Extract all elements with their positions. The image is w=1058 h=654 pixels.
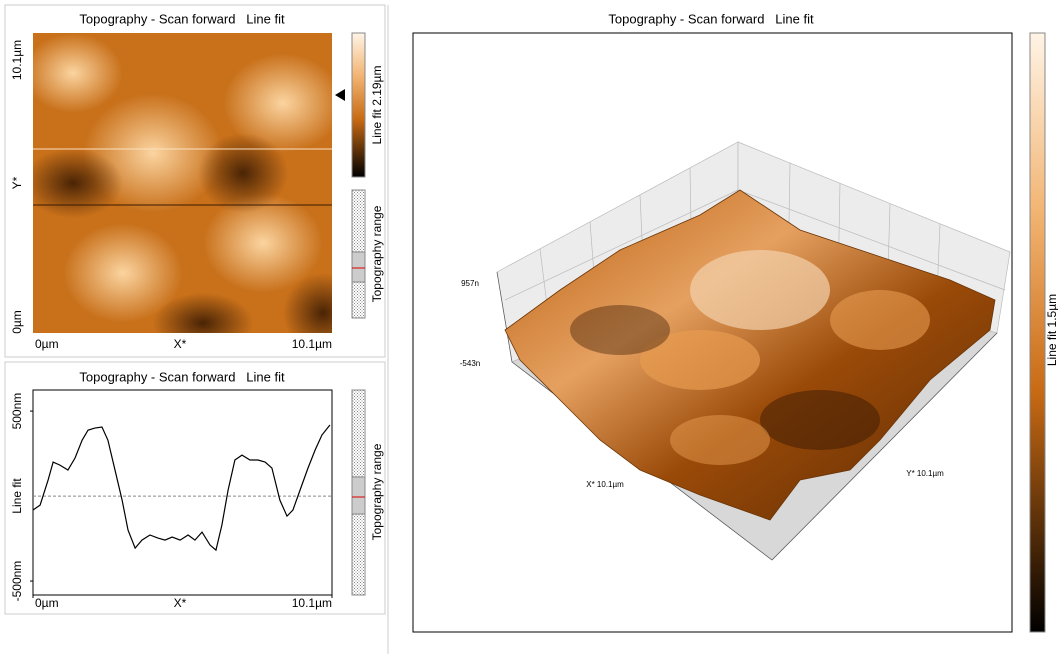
x-tick-label: 0µm	[35, 596, 59, 610]
range-bar[interactable]	[352, 390, 365, 595]
z-axis-label: 957n	[461, 279, 479, 288]
x-axis-label: 10.1µm	[292, 337, 332, 351]
y-axis-label: 0µm	[10, 310, 24, 334]
x-axis-title: X*	[174, 596, 187, 610]
colorbar	[352, 33, 365, 177]
z-axis-label: -543n	[460, 359, 480, 368]
x-axis-label: X* 10.1µm	[586, 480, 624, 489]
y-tick-label: -500nm	[10, 561, 24, 602]
colorbar-label: Line fit 1.5µm	[1045, 294, 1058, 366]
range-bar[interactable]	[352, 190, 365, 318]
x-axis-label: X*	[174, 337, 187, 351]
x-tick-label: 10.1µm	[292, 596, 332, 610]
colorbar-marker	[335, 89, 345, 101]
panel-title: Topography - Scan forward Line fit	[79, 11, 285, 26]
y-axis-label: Y* 10.1µm	[906, 469, 944, 478]
chart-title: Topography - Scan forward Line fit	[79, 369, 285, 384]
colorbar-label: Line fit 2.19µm	[370, 66, 384, 145]
range-label: Topography range	[370, 205, 384, 302]
x-axis-label: 0µm	[35, 337, 59, 351]
y-axis-label: Y*	[10, 176, 24, 189]
topography-image	[23, 33, 363, 353]
plot-area	[33, 390, 332, 595]
y-tick-label: 500nm	[10, 393, 24, 430]
app-window: Topography - Scan forward Line fit 10.1µ…	[0, 0, 1058, 654]
panel-title: Topography - Scan forward Line fit	[608, 11, 814, 26]
y-axis-label: 10.1µm	[10, 40, 24, 80]
range-label: Topography range	[370, 443, 384, 540]
y-axis-title: Line fit	[10, 478, 24, 514]
colorbar	[1030, 33, 1045, 632]
